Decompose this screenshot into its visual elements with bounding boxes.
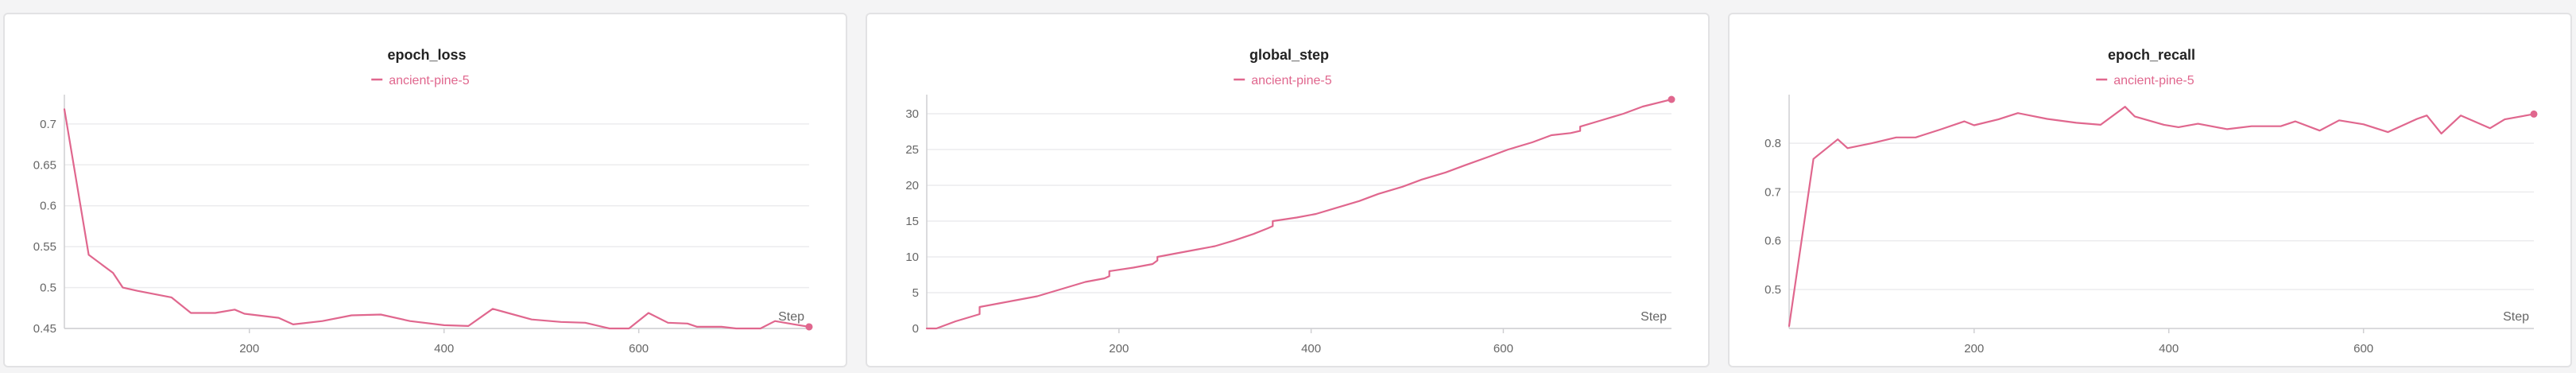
y-tick-label: 15 (905, 215, 919, 228)
x-tick-label: 600 (1493, 342, 1513, 356)
x-tick-label: 400 (1301, 342, 1321, 356)
series-line-ancient-pine-5[interactable] (925, 98, 1673, 330)
chart-svg: epoch_loss ancient-pine-5 0.45 0.5 0.55 0.6 0.… (33, 47, 813, 356)
x-axis-label: Step (778, 310, 804, 324)
series-end-point[interactable] (1668, 95, 1675, 103)
y-tick-label: 0.6 (1764, 235, 1781, 248)
y-tick-label: 30 (905, 107, 919, 121)
x-tick-label: 600 (2353, 342, 2373, 356)
y-tick-label: 0 (912, 322, 919, 336)
x-tick-label: 400 (2159, 342, 2179, 356)
y-tick-label: 0.5 (40, 282, 56, 295)
series-line-ancient-pine-5[interactable] (1788, 106, 2535, 327)
y-tick-label: 5 (912, 286, 919, 300)
y-tick-label: 25 (905, 143, 919, 157)
chart-panel-epoch-recall[interactable]: epoch_recall ancient-pine-5 0.5 0.6 0.7 0.8 20… (1728, 13, 2572, 367)
series-line-ancient-pine-5[interactable] (63, 108, 811, 330)
legend-label[interactable]: ancient-pine-5 (2113, 74, 2194, 87)
chart-panel-global-step[interactable]: global_step ancient-pine-5 0 5 10 15 20 25 30 200… (866, 13, 1710, 367)
chart-svg: global_step ancient-pine-5 0 5 10 15 20 25 30 200… (905, 47, 1675, 356)
legend-label[interactable]: ancient-pine-5 (1251, 74, 1332, 87)
x-axis-label: Step (1641, 310, 1667, 324)
y-tick-label: 0.8 (1764, 137, 1781, 150)
y-tick-label: 0.45 (33, 322, 56, 336)
chart-svg: epoch_recall ancient-pine-5 0.5 0.6 0.7 0.8 20… (1764, 47, 2538, 356)
y-tick-label: 0.7 (40, 118, 56, 131)
y-tick-label: 0.65 (33, 158, 56, 172)
x-axis-label: Step (2503, 310, 2529, 324)
series-end-point[interactable] (805, 323, 813, 331)
x-tick-label: 600 (629, 342, 649, 356)
y-tick-label: 0.7 (1764, 185, 1781, 199)
legend-label[interactable]: ancient-pine-5 (389, 74, 470, 87)
x-tick-label: 400 (434, 342, 454, 356)
series-end-point[interactable] (2530, 110, 2538, 118)
x-tick-label: 200 (1964, 342, 1984, 356)
chart-panel-epoch-loss[interactable]: epoch_loss ancient-pine-5 0.45 0.5 0.55 0.6 0.… (3, 13, 847, 367)
x-tick-label: 200 (239, 342, 259, 356)
x-tick-label: 200 (1109, 342, 1129, 356)
y-tick-label: 20 (905, 179, 919, 192)
y-tick-label: 0.6 (40, 200, 56, 213)
chart-title: epoch_loss (387, 47, 466, 63)
chart-title: global_step (1249, 47, 1329, 63)
y-tick-label: 10 (905, 251, 919, 264)
y-tick-label: 0.55 (33, 240, 56, 254)
chart-title: epoch_recall (2108, 47, 2195, 63)
y-tick-label: 0.5 (1764, 283, 1781, 297)
